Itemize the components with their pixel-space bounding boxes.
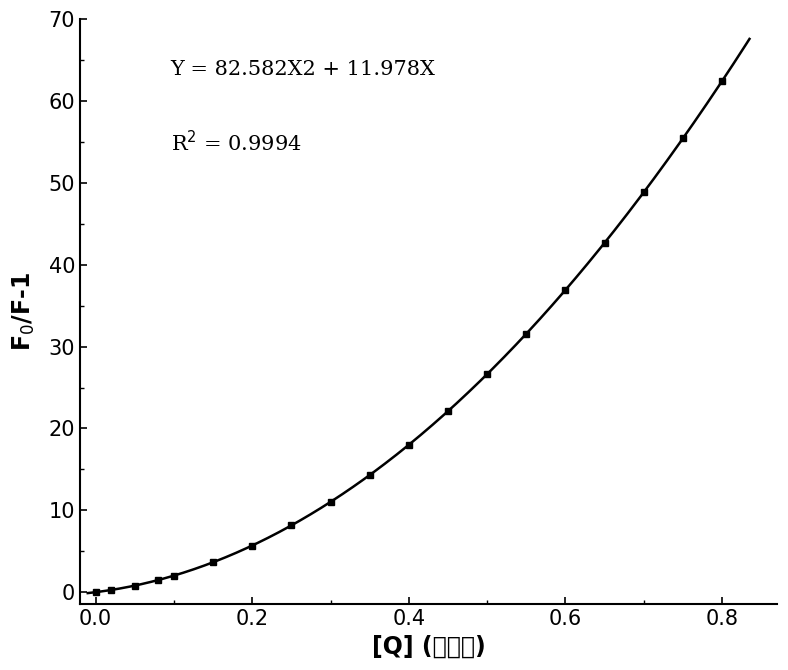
Y-axis label: F$_0$/F-1: F$_0$/F-1 xyxy=(11,272,37,351)
X-axis label: [Q] (微摩尔): [Q] (微摩尔) xyxy=(371,635,485,659)
Text: R$^2$ = 0.9994: R$^2$ = 0.9994 xyxy=(170,131,301,155)
Text: Y = 82.582X2 + 11.978X: Y = 82.582X2 + 11.978X xyxy=(170,60,436,79)
